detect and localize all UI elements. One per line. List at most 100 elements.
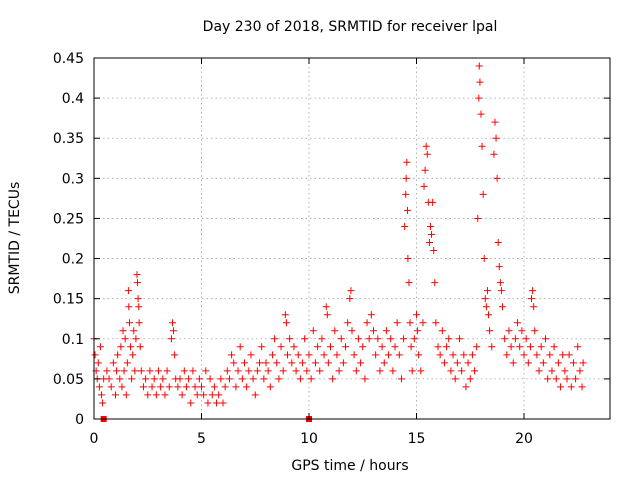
data-point [107, 383, 115, 391]
data-point [579, 359, 587, 367]
data-point [155, 367, 162, 375]
data-point [318, 335, 326, 343]
data-point [576, 367, 584, 375]
data-point [282, 319, 290, 327]
y-tick-label: 0.1 [62, 332, 84, 348]
y-tick-label: 0.4 [62, 91, 84, 107]
data-point [202, 367, 210, 375]
data-point [348, 327, 356, 335]
data-point [290, 343, 298, 351]
data-point [503, 351, 511, 359]
data-point [391, 343, 399, 351]
data-point [486, 327, 494, 335]
y-tick-label: 0.05 [53, 372, 84, 388]
data-point [443, 343, 451, 351]
data-point [434, 343, 442, 351]
data-point [331, 327, 339, 335]
data-point [208, 391, 216, 399]
data-point [301, 335, 309, 343]
data-point [352, 367, 360, 375]
data-point [491, 118, 499, 126]
data-point [122, 391, 130, 399]
data-point [490, 150, 498, 158]
x-tick-label: 10 [300, 431, 318, 447]
x-tick-label: 15 [408, 431, 426, 447]
data-point [350, 351, 358, 359]
data-point [171, 351, 179, 359]
data-point [189, 367, 197, 375]
data-point [94, 359, 102, 367]
data-point [281, 311, 289, 319]
data-point [578, 383, 586, 391]
data-point [563, 375, 571, 383]
data-point [507, 343, 515, 351]
y-axis-label: SRMTID / TECUs [7, 182, 23, 295]
data-point [420, 182, 428, 190]
data-point [567, 383, 575, 391]
data-point [526, 343, 534, 351]
data-point [129, 351, 137, 359]
data-point [260, 375, 268, 383]
data-point [417, 367, 425, 375]
data-point [167, 335, 175, 343]
y-tick-label: 0 [75, 412, 84, 428]
data-point [228, 351, 236, 359]
data-point [425, 239, 433, 247]
data-point [144, 391, 152, 399]
data-point [505, 327, 513, 335]
data-point [150, 375, 158, 383]
data-point [113, 367, 121, 375]
data-point [127, 343, 135, 351]
data-point [116, 375, 124, 383]
data-point [395, 351, 403, 359]
data-point [213, 399, 221, 407]
data-point [109, 359, 117, 367]
grid [94, 58, 610, 419]
data-point [478, 142, 486, 150]
data-point [333, 351, 341, 359]
data-point [178, 391, 186, 399]
data-point [303, 367, 311, 375]
data-point [161, 391, 169, 399]
data-point [323, 311, 331, 319]
data-point [458, 367, 466, 375]
data-point [128, 375, 136, 383]
data-point [397, 375, 405, 383]
data-point [251, 391, 259, 399]
data-point [445, 335, 453, 343]
data-point [273, 359, 281, 367]
data-point [247, 351, 255, 359]
data-point [387, 335, 395, 343]
data-point [546, 351, 554, 359]
data-point [410, 335, 418, 343]
data-point [537, 343, 545, 351]
data-point [357, 359, 365, 367]
x-tick-label: 5 [197, 431, 206, 447]
data-point [363, 319, 371, 327]
data-point [174, 383, 182, 391]
data-point [123, 359, 131, 367]
y-tick-label: 0.25 [53, 211, 84, 227]
data-point [258, 343, 266, 351]
data-point [572, 375, 580, 383]
data-point [407, 343, 415, 351]
data-point [400, 335, 408, 343]
y-tick-label: 0.15 [53, 292, 84, 308]
data-point [402, 190, 410, 198]
data-point [476, 78, 484, 86]
data-point [471, 367, 479, 375]
data-point [403, 158, 411, 166]
data-point [374, 335, 382, 343]
data-point [516, 343, 524, 351]
data-point [522, 335, 530, 343]
data-point [466, 375, 474, 383]
data-point [170, 327, 178, 335]
data-point [245, 367, 253, 375]
data-point [496, 279, 504, 287]
data-point [253, 367, 261, 375]
data-point [451, 375, 459, 383]
data-point [402, 174, 410, 182]
data-point [561, 367, 569, 375]
data-point [367, 311, 375, 319]
